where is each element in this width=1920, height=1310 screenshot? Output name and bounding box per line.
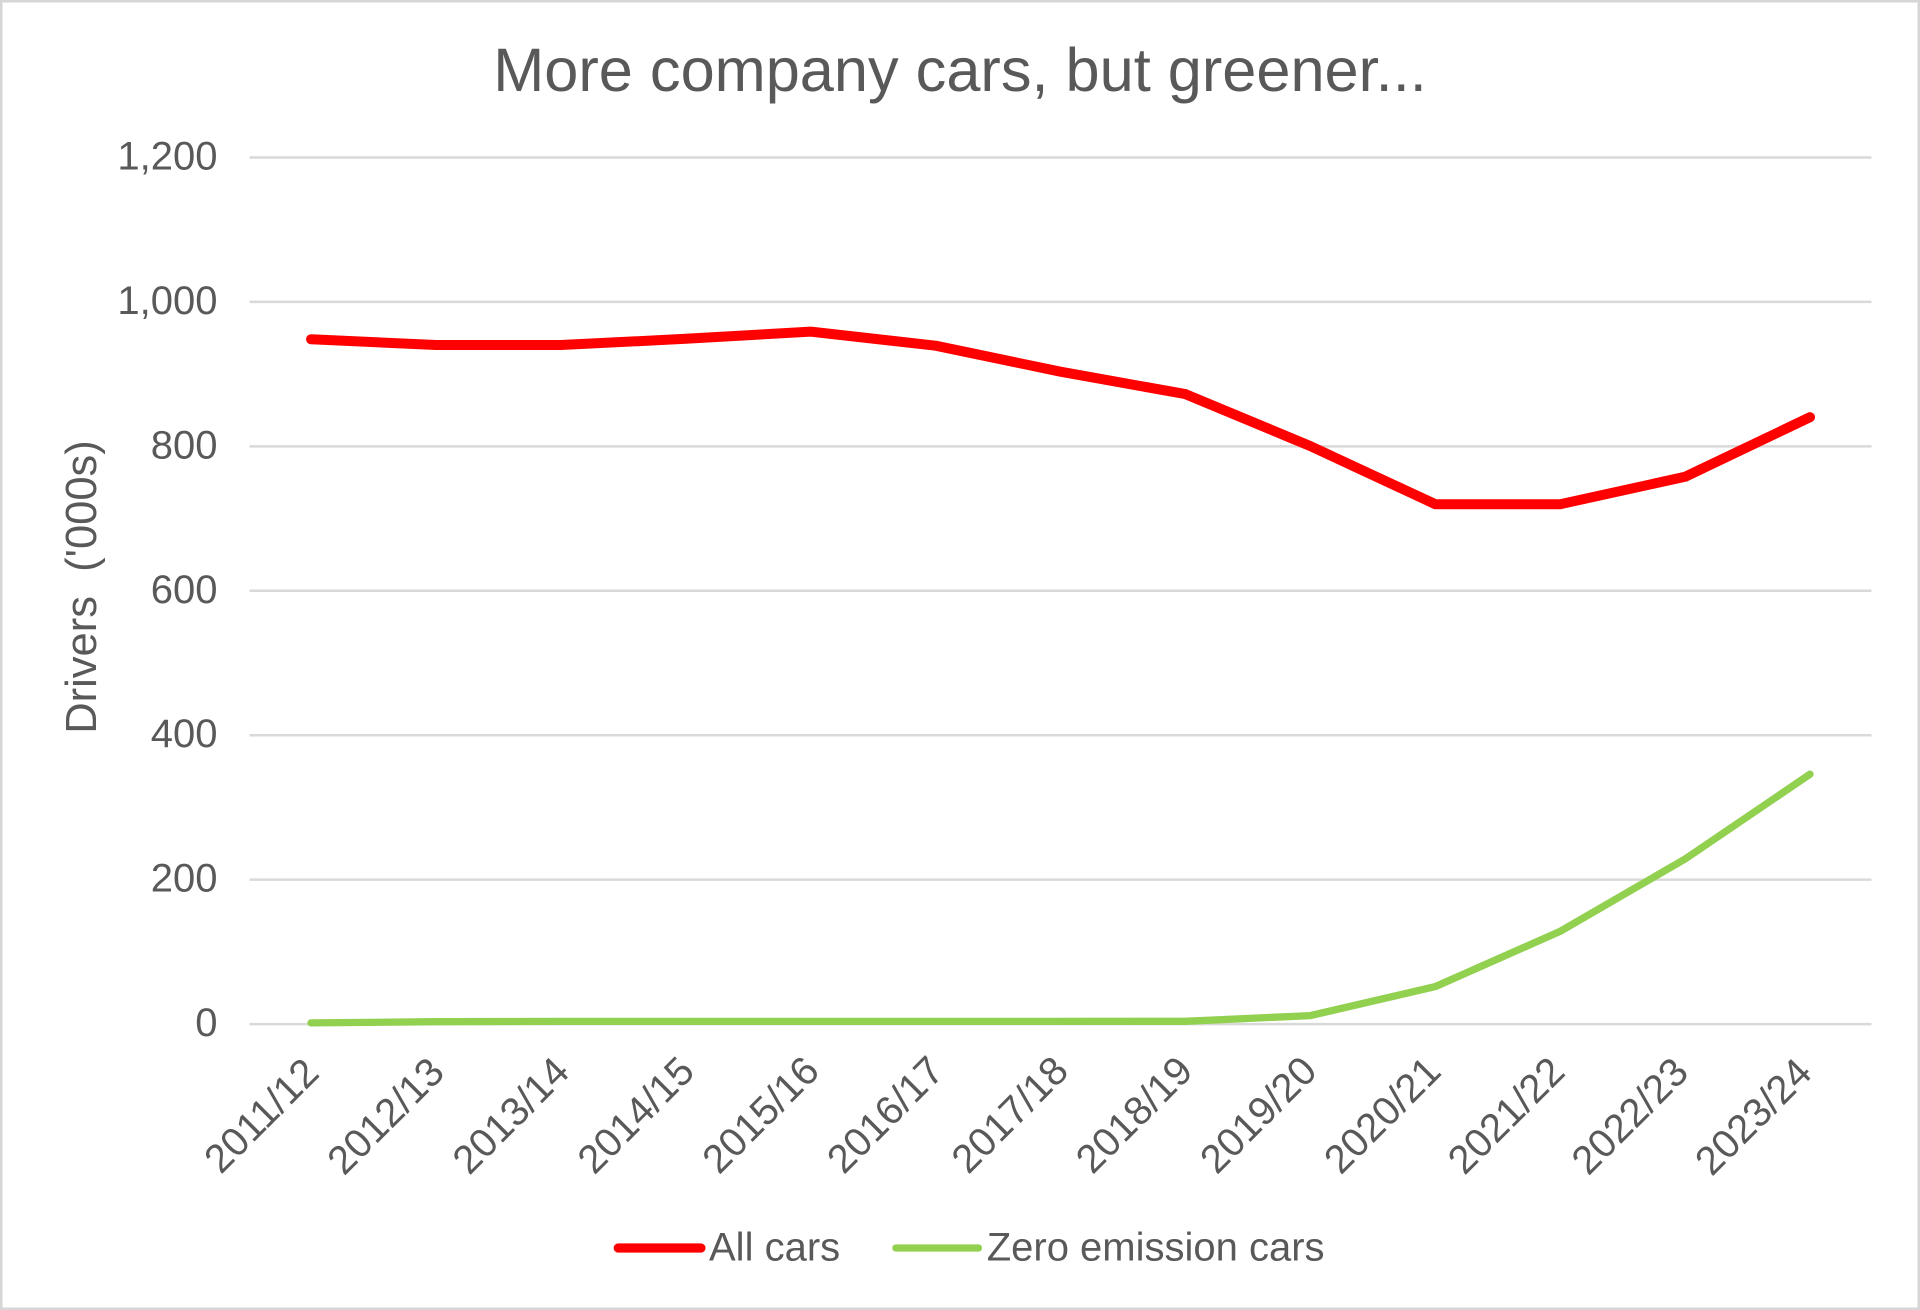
- svg-text:2020/21: 2020/21: [1316, 1049, 1449, 1182]
- svg-text:2016/17: 2016/17: [819, 1048, 952, 1181]
- svg-text:2018/19: 2018/19: [1068, 1048, 1201, 1181]
- svg-text:Drivers ('000s): Drivers ('000s): [58, 440, 106, 734]
- svg-text:2011/12: 2011/12: [196, 1050, 327, 1181]
- svg-text:2023/24: 2023/24: [1687, 1050, 1820, 1183]
- svg-text:Zero emission cars: Zero emission cars: [987, 1225, 1325, 1269]
- svg-text:2013/14: 2013/14: [445, 1049, 578, 1182]
- svg-text:2015/16: 2015/16: [694, 1048, 827, 1181]
- svg-text:600: 600: [151, 568, 218, 612]
- svg-text:2021/22: 2021/22: [1440, 1049, 1573, 1182]
- svg-text:More company cars, but greener: More company cars, but greener...: [493, 36, 1427, 104]
- svg-text:400: 400: [151, 712, 218, 756]
- svg-text:2022/23: 2022/23: [1564, 1050, 1697, 1183]
- svg-text:2014/15: 2014/15: [570, 1049, 703, 1182]
- svg-text:2017/18: 2017/18: [944, 1048, 1077, 1181]
- svg-text:800: 800: [151, 423, 218, 467]
- svg-text:2012/13: 2012/13: [319, 1050, 452, 1183]
- svg-text:All cars: All cars: [709, 1225, 840, 1269]
- svg-text:2019/20: 2019/20: [1192, 1048, 1325, 1181]
- svg-text:1,000: 1,000: [117, 279, 217, 323]
- svg-text:200: 200: [151, 857, 218, 901]
- svg-text:0: 0: [195, 1001, 217, 1045]
- svg-text:1,200: 1,200: [117, 135, 217, 179]
